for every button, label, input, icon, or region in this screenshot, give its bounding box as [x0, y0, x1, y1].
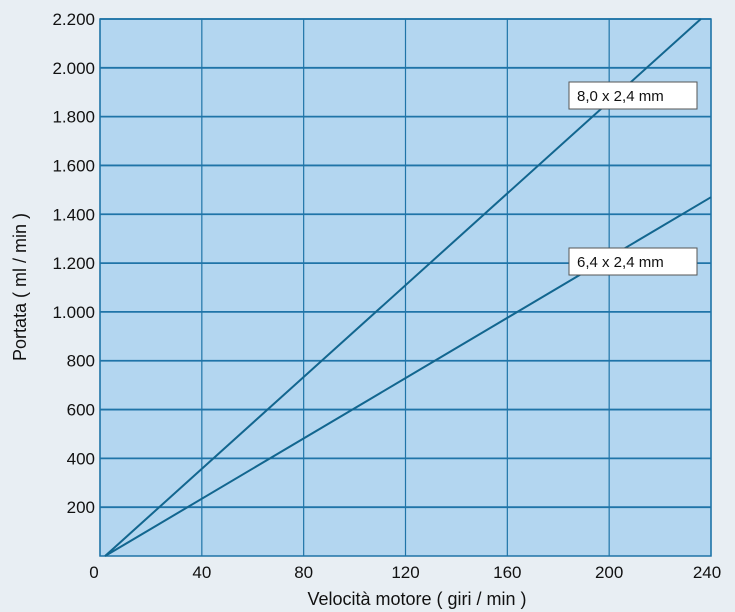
- x-tick-labels: 0 40 80 120 160 200 240: [89, 563, 721, 582]
- y-axis-title: Portata ( ml / min ): [10, 213, 30, 361]
- x-tick-label: 160: [493, 563, 521, 582]
- x-tick-label: 200: [595, 563, 623, 582]
- x-tick-label: 40: [192, 563, 211, 582]
- x-tick-label: 240: [693, 563, 721, 582]
- plot-border: [99, 18, 712, 557]
- series-label-box: 8,0 x 2,4 mm: [568, 81, 698, 110]
- series-label-box: 6,4 x 2,4 mm: [568, 247, 698, 276]
- y-tick-label: 400: [67, 449, 95, 468]
- y-tick-label: 1.800: [52, 108, 95, 127]
- series-labels: 8,0 x 2,4 mm 6,4 x 2,4 mm: [568, 81, 698, 276]
- y-tick-label: 2.000: [52, 59, 95, 78]
- y-tick-label: 800: [67, 352, 95, 371]
- y-tick-labels: 200 400 600 800 1.000 1.200 1.400 1.600 1.800 2.0…: [52, 10, 95, 517]
- y-tick-label: 1.000: [52, 303, 95, 322]
- y-tick-label: 1.400: [52, 205, 95, 224]
- label-box: [568, 81, 698, 110]
- x-tick-label: 80: [294, 563, 313, 582]
- y-tick-label: 200: [67, 498, 95, 517]
- label-box: [568, 247, 698, 276]
- y-tick-label: 1.200: [52, 254, 95, 273]
- grid-lines: [99, 18, 712, 557]
- x-axis-title: Velocità motore ( giri / min ): [307, 589, 526, 609]
- y-tick-label: 600: [67, 401, 95, 420]
- series-label: 8,0 x 2,4 mm: [577, 88, 664, 105]
- y-tick-label: 2.200: [52, 10, 95, 29]
- series-label: 6,4 x 2,4 mm: [577, 254, 664, 271]
- y-tick-label: 1.600: [52, 156, 95, 175]
- x-tick-label: 120: [391, 563, 419, 582]
- x-tick-label: 0: [89, 563, 98, 582]
